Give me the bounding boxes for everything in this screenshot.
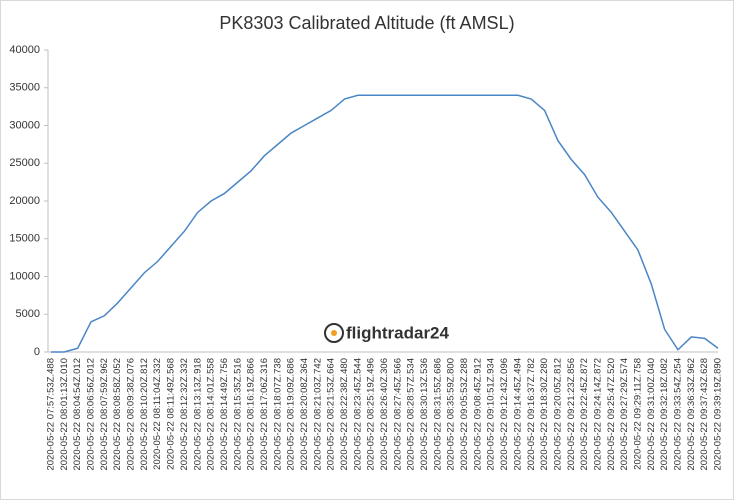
y-tick-label: 30000 [9, 119, 40, 131]
chart-title: PK8303 Calibrated Altitude (ft AMSL) [219, 13, 514, 33]
x-tick-label: 2020-05-22 09:10:51Z.934 [486, 358, 497, 471]
y-tick-label: 35000 [9, 82, 40, 94]
x-tick-label: 2020-05-22 08:14:49Z.756 [219, 358, 230, 471]
x-tick-label: 2020-05-22 08:06:56Z.012 [86, 358, 97, 471]
x-tick-label: 2020-05-22 08:25:19Z.496 [366, 358, 377, 471]
x-tick-label: 2020-05-22 08:01:13Z.010 [59, 358, 70, 471]
x-tick-label: 2020-05-22 08:31:55Z.686 [432, 358, 443, 471]
watermark-logo [324, 323, 344, 343]
watermark: flightradar24 [346, 323, 450, 342]
x-tick-label: 2020-05-22 09:27:29Z.574 [619, 358, 630, 471]
y-tick-label: 40000 [9, 44, 40, 56]
x-tick-label: 2020-05-22 08:11:49Z.568 [166, 358, 177, 470]
x-tick-label: 2020-05-22 09:18:30Z.280 [539, 358, 550, 471]
x-tick-label: 2020-05-22 09:29:11Z.758 [632, 358, 643, 470]
y-tick-label: 10000 [9, 270, 40, 282]
x-tick-label: 2020-05-22 08:28:57Z.534 [406, 358, 417, 471]
y-tick-label: 0 [34, 346, 40, 358]
x-tick-label: 2020-05-22 09:33:54Z.254 [672, 358, 683, 471]
x-tick-label: 2020-05-22 08:12:32Z.332 [179, 358, 190, 471]
x-tick-label: 2020-05-22 08:18:07Z.738 [272, 358, 283, 471]
x-tick-label: 2020-05-22 08:30:13Z.536 [419, 358, 430, 471]
x-tick-label: 2020-05-22 08:23:45Z.544 [352, 358, 363, 471]
x-tick-label: 2020-05-22 09:39:19Z.890 [713, 358, 724, 471]
x-tick-label: 2020-05-22 09:24:14Z.872 [592, 358, 603, 471]
x-tick-label: 2020-05-22 09:25:47Z.520 [606, 358, 617, 471]
x-tick-label: 2020-05-22 08:08:58Z.052 [112, 358, 123, 471]
x-tick-label: 2020-05-22 08:14:01Z.558 [206, 358, 217, 471]
y-tick-label: 20000 [9, 195, 40, 207]
y-tick-label: 5000 [16, 308, 40, 320]
x-tick-label: 2020-05-22 09:14:45Z.494 [512, 358, 523, 471]
x-tick-label: 2020-05-22 08:20:08Z.364 [299, 358, 310, 471]
x-tick-label: 2020-05-22 08:09:38Z.076 [126, 358, 137, 471]
x-tick-label: 2020-05-22 09:32:18Z.082 [659, 358, 670, 471]
y-tick-label: 15000 [9, 233, 40, 245]
x-tick-label: 2020-05-22 08:04:54Z.012 [72, 358, 83, 471]
altitude-line [51, 94, 719, 353]
x-tick-label: 2020-05-22 08:19:09Z.686 [286, 358, 297, 471]
y-tick-label: 25000 [9, 157, 40, 169]
x-tick-label: 2020-05-22 08:16:19Z.866 [246, 358, 257, 471]
x-tick-label: 2020-05-22 07:57:53Z.488 [46, 358, 57, 471]
x-tick-label: 2020-05-22 08:21:03Z.742 [312, 358, 323, 471]
x-tick-label: 2020-05-22 09:05:53Z.288 [459, 358, 470, 471]
x-tick-label: 2020-05-22 09:21:23Z.856 [566, 358, 577, 471]
x-tick-label: 2020-05-22 08:22:38Z.480 [339, 358, 350, 471]
x-tick-label: 2020-05-22 09:20:05Z.812 [552, 358, 563, 471]
x-tick-label: 2020-05-22 08:07:59Z.962 [99, 358, 110, 471]
x-tick-label: 2020-05-22 09:08:45Z.912 [472, 358, 483, 471]
x-tick-label: 2020-05-22 09:37:43Z.628 [699, 358, 710, 471]
x-tick-label: 2020-05-22 09:36:33Z.962 [686, 358, 697, 471]
x-tick-label: 2020-05-22 09:16:37Z.782 [526, 358, 537, 471]
x-tick-label: 2020-05-22 08:35:59Z.800 [446, 358, 457, 471]
x-tick-label: 2020-05-22 08:27:45Z.566 [392, 358, 403, 471]
x-tick-label: 2020-05-22 08:13:13Z.918 [192, 358, 203, 471]
x-tick-label: 2020-05-22 09:22:45Z.872 [579, 358, 590, 471]
x-tick-label: 2020-05-22 08:11:04Z.332 [152, 358, 163, 470]
x-tick-label: 2020-05-22 08:17:06Z.316 [259, 358, 270, 471]
x-tick-label: 2020-05-22 08:15:35Z.516 [232, 358, 243, 471]
x-tick-label: 2020-05-22 08:21:53Z.664 [326, 358, 337, 471]
x-tick-label: 2020-05-22 09:31:00Z.040 [646, 358, 657, 471]
x-tick-label: 2020-05-22 08:10:20Z.812 [139, 358, 150, 471]
x-tick-label: 2020-05-22 08:26:40Z.306 [379, 358, 390, 471]
x-tick-label: 2020-05-22 09:12:43Z.096 [499, 358, 510, 471]
